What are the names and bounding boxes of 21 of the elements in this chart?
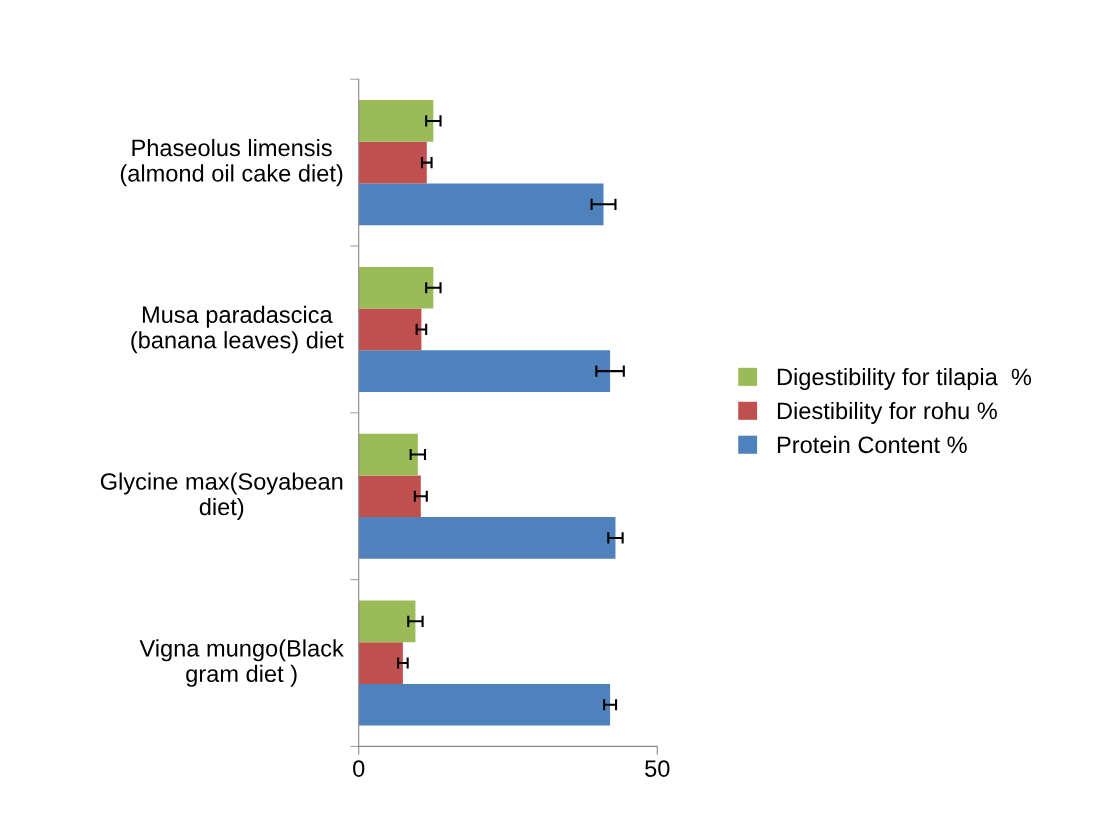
bar — [358, 600, 416, 643]
bar — [358, 433, 418, 476]
legend-label: Diestibility for rohu % — [777, 401, 997, 424]
bar — [358, 350, 611, 392]
bar — [358, 517, 616, 559]
y-tick-label: Vigna mungo(Black gram diet ) — [139, 639, 344, 687]
bar — [358, 100, 434, 142]
bar — [358, 266, 434, 309]
bar — [358, 475, 421, 518]
y-tick-label: Musa paradascica (banana leaves) diet — [131, 305, 344, 354]
x-tick-label: 50 — [645, 760, 670, 777]
bar — [358, 642, 403, 684]
y-tick-label: Glycine max(Soyabean diet) — [100, 472, 343, 520]
legend-label: Digestibility for tilapia % — [777, 367, 1032, 390]
bar — [358, 141, 427, 184]
y-tick-label: Phaseolus limensis (almond oil cake diet) — [120, 138, 343, 187]
x-tick-label: 0 — [353, 760, 365, 777]
bar — [358, 183, 604, 226]
bar — [358, 308, 422, 351]
legend-label: Protein Content % — [777, 435, 967, 454]
bar — [358, 683, 611, 726]
